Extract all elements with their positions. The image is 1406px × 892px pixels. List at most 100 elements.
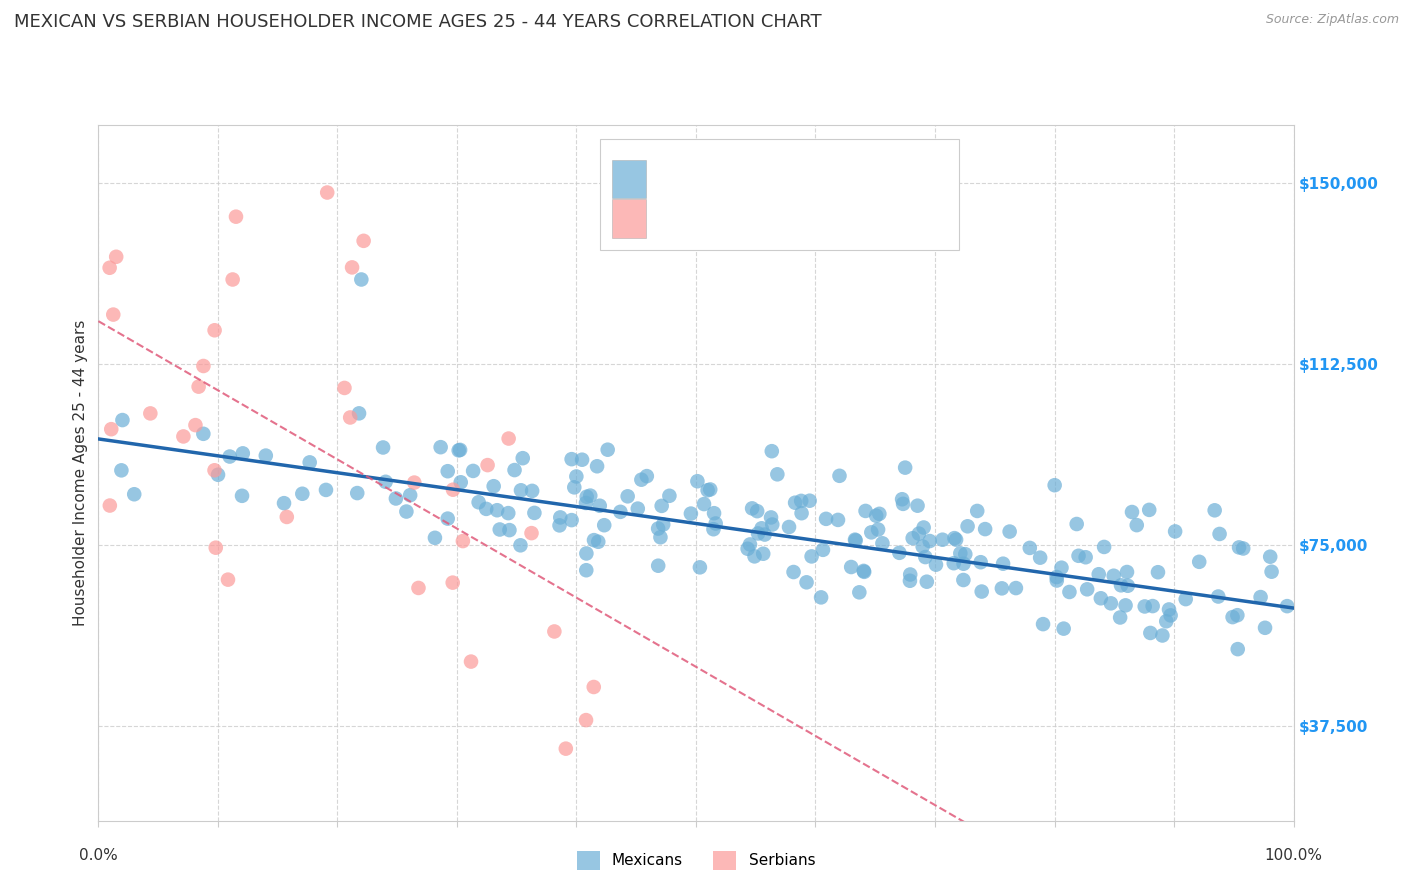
Point xyxy=(596,442,619,457)
Point xyxy=(139,406,162,420)
Point xyxy=(1074,550,1097,565)
Point xyxy=(436,511,458,525)
Point xyxy=(853,565,876,579)
Point xyxy=(704,516,727,531)
FancyBboxPatch shape xyxy=(600,139,959,250)
Point xyxy=(998,524,1021,539)
Point xyxy=(991,582,1014,596)
Text: 200: 200 xyxy=(869,166,904,184)
Point xyxy=(460,655,482,669)
Point xyxy=(589,499,612,513)
Point xyxy=(1258,549,1281,564)
Text: 100.0%: 100.0% xyxy=(1264,848,1323,863)
Point xyxy=(496,506,519,520)
Point xyxy=(1126,518,1149,533)
Point xyxy=(689,560,711,574)
Point xyxy=(353,234,375,248)
Point xyxy=(1226,642,1249,657)
Point xyxy=(374,475,396,489)
Point xyxy=(969,555,991,569)
Point xyxy=(1152,628,1174,642)
FancyBboxPatch shape xyxy=(613,199,645,237)
Point xyxy=(785,496,807,510)
Point xyxy=(554,741,576,756)
Point xyxy=(217,573,239,587)
Point xyxy=(193,359,215,373)
Point xyxy=(658,489,681,503)
Point xyxy=(231,489,253,503)
Point xyxy=(399,488,422,502)
Point xyxy=(766,467,789,482)
Point xyxy=(1275,599,1298,614)
Point xyxy=(498,523,520,537)
Point xyxy=(741,501,763,516)
Point xyxy=(686,474,709,488)
Point xyxy=(782,565,804,579)
Point xyxy=(475,501,498,516)
Point xyxy=(254,449,277,463)
Point xyxy=(441,483,464,497)
Point xyxy=(593,518,616,533)
Point xyxy=(333,381,356,395)
Point xyxy=(510,483,533,498)
Point xyxy=(1160,608,1182,623)
Point xyxy=(575,546,598,560)
Point xyxy=(562,480,585,494)
Point xyxy=(339,410,361,425)
Point xyxy=(520,526,543,541)
Text: -0.226: -0.226 xyxy=(725,206,786,224)
Point xyxy=(346,486,368,500)
Point xyxy=(1142,599,1164,613)
Point xyxy=(872,536,894,550)
Point xyxy=(955,547,977,561)
Point xyxy=(855,504,877,518)
Point xyxy=(1250,590,1272,604)
Point xyxy=(702,522,724,536)
Point xyxy=(1208,527,1230,541)
Point xyxy=(111,413,134,427)
Point xyxy=(991,557,1014,571)
Point xyxy=(408,581,430,595)
Point xyxy=(575,496,598,510)
Point xyxy=(1046,570,1069,584)
Text: -0.890: -0.890 xyxy=(725,166,785,184)
Point xyxy=(1164,524,1187,539)
Point xyxy=(298,455,321,469)
Point xyxy=(1206,590,1229,604)
FancyBboxPatch shape xyxy=(613,160,645,198)
Point xyxy=(815,512,838,526)
Point xyxy=(276,510,298,524)
Point xyxy=(799,493,821,508)
Y-axis label: Householder Income Ages 25 - 44 years: Householder Income Ages 25 - 44 years xyxy=(73,319,89,626)
Point xyxy=(548,510,571,524)
Point xyxy=(1121,505,1143,519)
Point xyxy=(1226,608,1249,623)
Point xyxy=(1005,581,1028,595)
Point xyxy=(759,510,782,524)
Point xyxy=(395,504,418,518)
Point xyxy=(447,443,470,458)
Point xyxy=(586,534,609,549)
Point xyxy=(627,501,650,516)
Point xyxy=(429,440,451,454)
Point xyxy=(1174,592,1197,607)
Point xyxy=(647,522,669,536)
Point xyxy=(449,442,471,457)
Point xyxy=(966,504,988,518)
Point xyxy=(918,534,941,549)
Point xyxy=(796,575,818,590)
Point xyxy=(503,463,526,477)
Point xyxy=(110,463,132,477)
Point xyxy=(1102,568,1125,582)
Text: R =: R = xyxy=(662,206,699,224)
Point xyxy=(811,542,834,557)
Point xyxy=(898,574,921,588)
Point xyxy=(889,546,911,560)
Point xyxy=(523,506,546,520)
Point xyxy=(956,519,979,533)
Point xyxy=(844,533,866,547)
Point xyxy=(1109,610,1132,624)
Point xyxy=(561,452,583,467)
Point xyxy=(575,563,598,577)
Point xyxy=(761,444,783,458)
